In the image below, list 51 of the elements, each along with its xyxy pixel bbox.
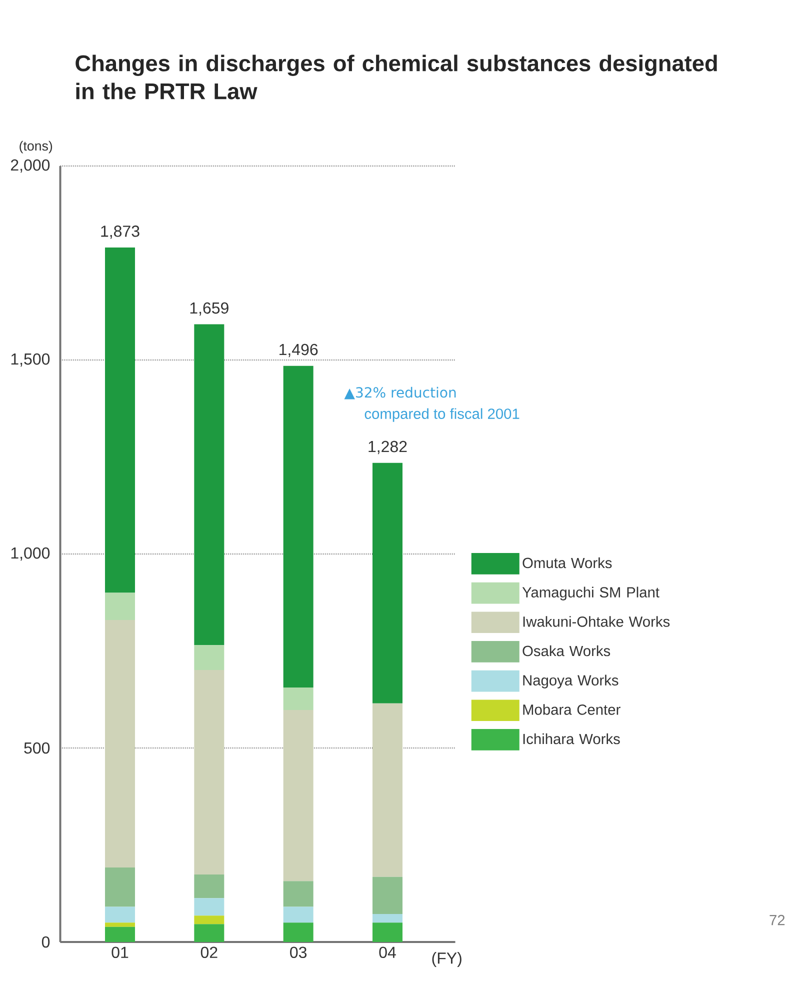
bar bbox=[105, 620, 135, 868]
annotation: 1,659 bbox=[190, 302, 228, 316]
annotation: ▲32% reduction bbox=[344, 386, 456, 400]
legend-label: Yamaguchi SM Plant bbox=[522, 586, 660, 600]
x-tick-label: 02 bbox=[200, 946, 218, 958]
bar bbox=[283, 710, 314, 882]
legend-label: Nagoya Works bbox=[523, 674, 618, 688]
x-axis-title: (FY) bbox=[432, 952, 462, 967]
y-tick-label: 500 bbox=[24, 742, 50, 754]
bar bbox=[105, 592, 135, 620]
bar bbox=[105, 906, 135, 923]
bar bbox=[283, 906, 314, 923]
y-tick-label: 1,000 bbox=[11, 547, 50, 561]
annotation: 1,282 bbox=[368, 440, 407, 454]
bar bbox=[372, 914, 402, 923]
bar bbox=[194, 670, 224, 874]
text: 72 bbox=[770, 914, 785, 926]
legend-label: Mobara Center bbox=[523, 704, 620, 715]
legend-label: Omuta Works bbox=[522, 557, 612, 568]
bar bbox=[194, 645, 224, 670]
bar bbox=[283, 922, 314, 942]
bar bbox=[105, 926, 135, 942]
bar bbox=[105, 922, 135, 927]
legend-label: Osaka Works bbox=[522, 645, 610, 656]
annotation: compared to fiscal 2001 bbox=[364, 408, 520, 422]
bar bbox=[283, 366, 314, 688]
bar bbox=[105, 868, 135, 907]
y-tick-label: 2,000 bbox=[10, 159, 50, 173]
y-axis-title: (tons) bbox=[20, 140, 52, 154]
bar bbox=[283, 881, 314, 907]
bar bbox=[194, 924, 224, 942]
legend-label: Iwakuni-Ohtake Works bbox=[523, 616, 670, 627]
annotation: 1,873 bbox=[101, 226, 140, 239]
bar bbox=[372, 462, 402, 704]
x-tick-label: 04 bbox=[379, 946, 396, 958]
bar bbox=[105, 247, 135, 593]
x-tick-label: 03 bbox=[290, 946, 307, 958]
bar bbox=[283, 687, 314, 710]
bar bbox=[194, 324, 224, 646]
annotation: 1,496 bbox=[280, 344, 318, 358]
y-tick-label: 0 bbox=[42, 936, 50, 948]
chart-title: Changes in discharges of chemical substances designated in the PRTR Law bbox=[76, 54, 717, 100]
bar bbox=[194, 898, 224, 916]
legend-label: Ichihara Works bbox=[523, 733, 620, 744]
y-tick-label: 1,500 bbox=[11, 353, 50, 367]
x-tick-label: 01 bbox=[112, 946, 128, 958]
bar bbox=[194, 916, 224, 924]
bar bbox=[194, 874, 224, 898]
bar bbox=[372, 703, 402, 877]
bar bbox=[372, 876, 402, 914]
bar bbox=[372, 922, 402, 942]
